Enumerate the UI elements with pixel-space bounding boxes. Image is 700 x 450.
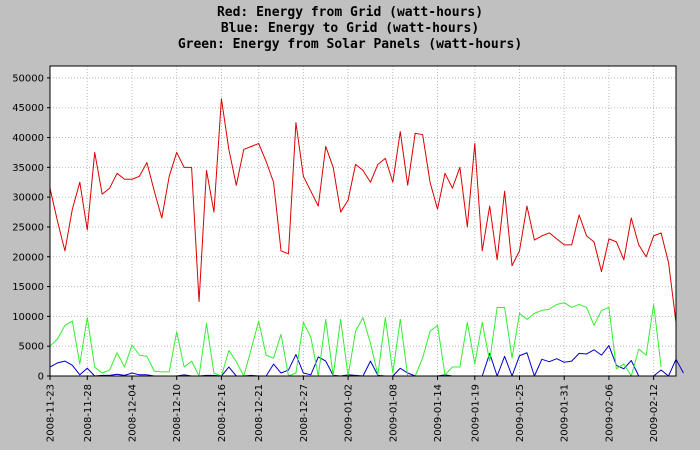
y-tick-label: 35000 [12, 163, 44, 174]
y-tick-label: 0 [38, 372, 44, 383]
x-tick-label: 2008-12-16 [217, 384, 228, 442]
y-tick-label: 40000 [12, 133, 44, 144]
y-tick-label: 10000 [12, 312, 44, 323]
x-tick-label: 2009-02-12 [649, 384, 660, 442]
x-tick-label: 2008-11-28 [83, 384, 94, 442]
plot-area [50, 66, 676, 376]
y-tick-label: 5000 [19, 342, 44, 353]
series-line-3 [49, 302, 662, 377]
x-tick-label: 2009-01-14 [433, 384, 444, 442]
x-tick-label: 2008-12-27 [299, 384, 310, 442]
y-tick-label: 30000 [12, 193, 44, 204]
y-tick-label: 20000 [12, 252, 44, 263]
x-tick-label: 2008-12-21 [254, 384, 265, 442]
y-tick-label: 25000 [12, 222, 44, 233]
plot-frame [49, 65, 677, 377]
x-tick-label: 2009-01-25 [515, 384, 526, 442]
y-tick-label: 45000 [12, 103, 44, 114]
y-axis-ticks: 0 5000 10000 15000 20000 25000 30000 35000 40000… [12, 73, 50, 383]
y-tick-label: 50000 [12, 73, 44, 84]
x-tick-label: 2008-11-23 [46, 384, 57, 442]
x-tick-label: 2009-01-08 [388, 384, 399, 442]
chart-title-line-2: Blue: Energy to Grid (watt-hours) [221, 21, 479, 36]
x-tick-label: 2009-02-06 [604, 384, 615, 442]
y-tick-label: 15000 [12, 282, 44, 293]
x-tick-label: 2009-01-31 [560, 384, 571, 442]
x-tick-label: 2008-12-04 [127, 384, 138, 442]
chart-title-line-3: Green: Energy from Solar Panels (watt-ho… [178, 37, 522, 52]
x-tick-label: 2009-01-02 [344, 384, 355, 442]
x-tick-label: 2008-12-10 [172, 384, 183, 442]
x-tick-label: 2009-01-19 [470, 384, 481, 442]
series-line-1 [49, 98, 677, 323]
x-axis-ticks: 2008-11-23 2008-11-28 2008-12-04 2008-12-10… [46, 376, 660, 442]
chart-title-line-1: Red: Energy from Grid (watt-hours) [217, 5, 483, 20]
